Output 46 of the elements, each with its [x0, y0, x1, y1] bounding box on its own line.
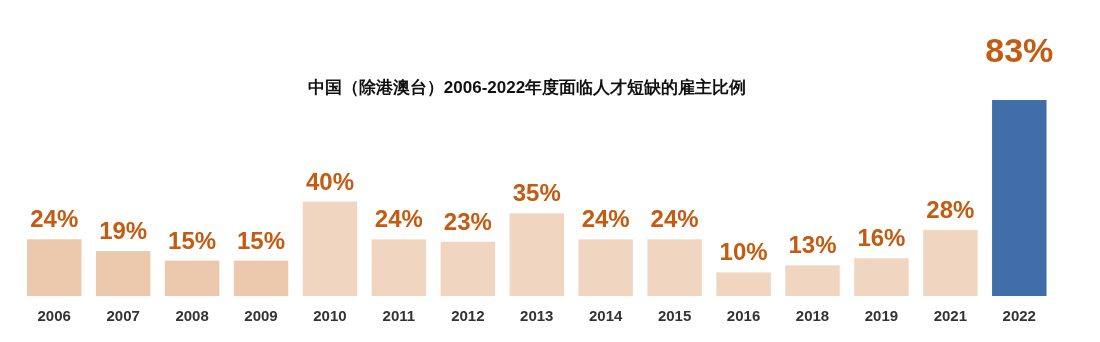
x-tick-label: 2012	[451, 307, 485, 324]
bar	[95, 251, 151, 296]
data-label: 83%	[985, 31, 1054, 69]
x-tick-label: 2013	[520, 307, 554, 324]
x-tick-label: 2009	[244, 307, 278, 324]
bar	[923, 229, 978, 296]
data-label: 19%	[99, 217, 148, 245]
bar	[854, 258, 909, 296]
bar	[371, 239, 427, 296]
data-label: 15%	[237, 226, 286, 254]
data-label: 24%	[581, 205, 630, 233]
bar	[578, 239, 633, 296]
bar	[440, 241, 496, 296]
x-tick-label: 2016	[726, 307, 761, 324]
x-tick-label: 2019	[864, 307, 899, 324]
data-label: 23%	[443, 207, 492, 235]
data-label: 15%	[168, 226, 217, 254]
bar	[27, 239, 82, 296]
x-tick-label: 2021	[933, 307, 968, 324]
x-tick-label: 2015	[657, 307, 692, 324]
data-label: 13%	[788, 231, 837, 259]
x-tick-label: 2014	[589, 307, 624, 324]
data-label: 24%	[30, 205, 79, 233]
bar	[785, 265, 840, 296]
bar	[233, 260, 289, 296]
x-tick-label: 2010	[313, 307, 347, 324]
bar	[992, 100, 1047, 296]
data-label: 24%	[374, 205, 423, 233]
x-tick-label: 2008	[175, 307, 209, 324]
x-tick-label: 2022	[1002, 307, 1036, 324]
bar	[647, 239, 702, 296]
x-tick-label: 2011	[382, 307, 416, 324]
x-tick-label: 2007	[106, 307, 140, 324]
x-tick-label: 2018	[795, 307, 830, 324]
data-label: 28%	[926, 195, 975, 223]
bar	[164, 260, 220, 296]
bar	[302, 201, 358, 296]
data-label: 40%	[305, 167, 354, 195]
data-label: 16%	[857, 224, 906, 252]
data-label: 35%	[512, 179, 561, 207]
chart-title: 中国（除港澳台）2006-2022年度面临人才短缺的雇主比例	[307, 78, 747, 97]
bar	[509, 213, 564, 296]
bar	[716, 272, 771, 296]
data-label: 10%	[719, 238, 768, 266]
x-tick-label: 2006	[37, 307, 71, 324]
data-label: 24%	[650, 205, 699, 233]
